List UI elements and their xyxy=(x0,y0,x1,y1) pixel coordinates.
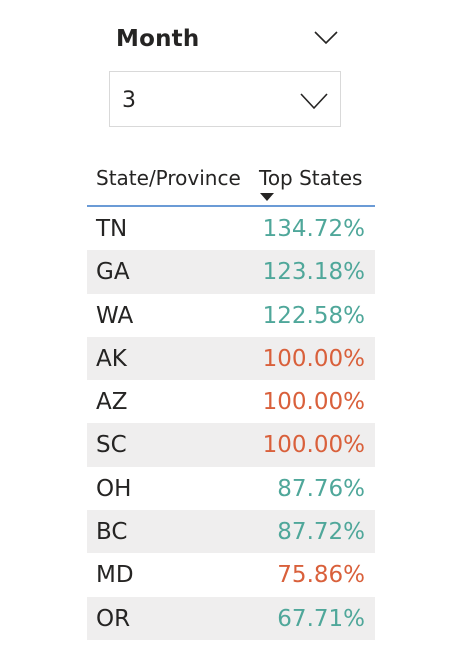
table-row[interactable]: TN 134.72% xyxy=(87,207,375,250)
state-cell: OH xyxy=(96,475,132,502)
table-body: TN 134.72% GA 123.18% WA 122.58% AK 100.00% AZ 10… xyxy=(87,207,375,640)
state-cell: SC xyxy=(96,432,127,459)
table-row[interactable]: OH 87.76% xyxy=(87,467,375,510)
column-header-state[interactable]: State/Province xyxy=(96,166,241,190)
month-dropdown[interactable]: 3 xyxy=(109,71,341,127)
table-row[interactable]: SC 100.00% xyxy=(87,423,375,467)
table-row[interactable]: MD 75.86% xyxy=(87,553,375,596)
state-cell: AZ xyxy=(96,389,128,416)
top-states-value-cell: 100.00% xyxy=(262,345,365,372)
top-states-table: State/Province Top States TN 134.72% GA 123… xyxy=(87,160,375,640)
table-row[interactable]: GA 123.18% xyxy=(87,250,375,294)
table-row[interactable]: WA 122.58% xyxy=(87,294,375,337)
top-states-value-cell: 122.58% xyxy=(262,302,365,329)
state-cell: WA xyxy=(96,302,134,329)
state-cell: BC xyxy=(96,519,128,546)
top-states-value-cell: 75.86% xyxy=(277,562,365,589)
state-cell: GA xyxy=(96,259,130,286)
chevron-down-icon xyxy=(300,92,328,110)
dropdown-selected-value: 3 xyxy=(122,88,136,113)
top-states-value-cell: 87.72% xyxy=(277,519,365,546)
top-states-value-cell: 123.18% xyxy=(262,259,365,286)
top-states-value-cell: 67.71% xyxy=(277,605,365,632)
top-states-value-cell: 100.00% xyxy=(262,432,365,459)
slicer-title: Month xyxy=(116,26,200,52)
month-slicer-header: Month xyxy=(116,24,342,60)
table-header: State/Province Top States xyxy=(87,160,375,207)
column-header-top-states[interactable]: Top States xyxy=(259,166,363,190)
top-states-value-cell: 100.00% xyxy=(262,389,365,416)
state-cell: MD xyxy=(96,562,134,589)
sort-descending-icon xyxy=(260,193,274,201)
top-states-value-cell: 134.72% xyxy=(262,216,365,242)
table-row[interactable]: AZ 100.00% xyxy=(87,380,375,423)
state-cell: OR xyxy=(96,605,131,632)
chevron-down-icon[interactable] xyxy=(314,30,338,46)
table-row[interactable]: AK 100.00% xyxy=(87,336,375,381)
state-cell: AK xyxy=(96,345,127,372)
top-states-value-cell: 87.76% xyxy=(277,475,365,502)
table-row[interactable]: BC 87.72% xyxy=(87,510,375,554)
table-row[interactable]: OR 67.71% xyxy=(87,596,375,640)
state-cell: TN xyxy=(96,216,128,242)
